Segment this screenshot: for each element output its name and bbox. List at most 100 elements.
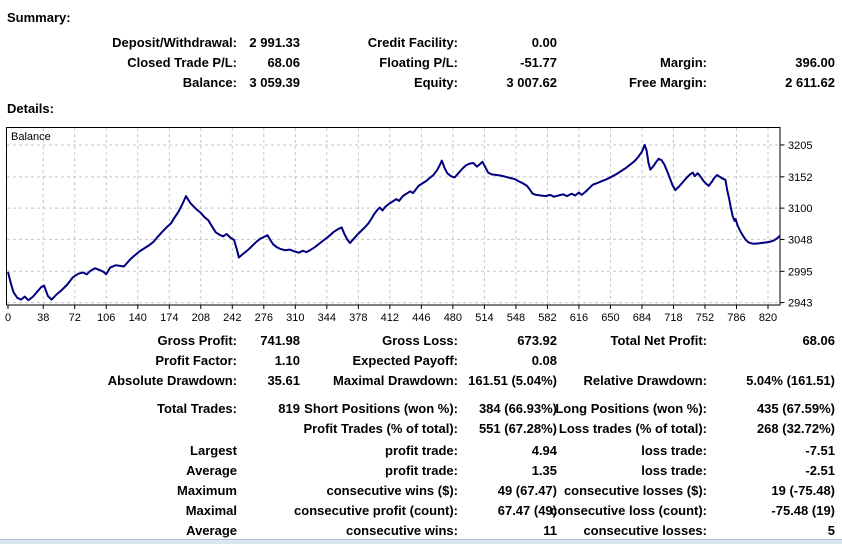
balance-chart: 3205 3152 3100 3048 2995 2943 0 38 72 106 140 174 20… — [0, 125, 842, 325]
summary-value: 0.00 — [531, 34, 557, 50]
summary-value: 396.00 — [795, 54, 835, 70]
stat-value — [707, 350, 835, 370]
stat-value: 49 (67.47) — [497, 482, 557, 498]
stat-label: consecutive wins ($): — [326, 482, 458, 498]
svg-text:446: 446 — [412, 312, 430, 324]
svg-text:412: 412 — [381, 312, 399, 324]
stat-label: consecutive loss (count): — [550, 502, 707, 518]
stat-label: loss trade: — [641, 442, 707, 458]
stat-value: 5 — [827, 522, 835, 538]
stat-value: 19 (-75.48) — [771, 482, 835, 498]
stat-value: 673.92 — [517, 332, 557, 348]
bottom-divider — [0, 539, 842, 544]
stat-label: profit trade: — [385, 462, 458, 478]
stat-row: Largest profit trade: 4.94 loss trade: -7.51 — [0, 440, 835, 460]
stat-row: Average profit trade: 1.35 loss trade: -2.51 — [0, 460, 835, 480]
summary-value: -51.77 — [520, 54, 557, 70]
svg-text:548: 548 — [507, 312, 525, 324]
summary-label: Floating P/L: — [379, 54, 458, 70]
stat-value: 68.06 — [802, 332, 835, 348]
stat-label — [0, 418, 237, 438]
svg-text:718: 718 — [664, 312, 682, 324]
stat-label: loss trade: — [641, 462, 707, 478]
svg-text:3048: 3048 — [788, 234, 812, 246]
summary-label: Equity: — [413, 74, 458, 90]
stat-value: 4.94 — [531, 442, 557, 458]
stat-label: consecutive wins: — [346, 522, 458, 538]
stat-value — [237, 418, 300, 438]
stat-value: 435 (67.59%) — [756, 400, 835, 416]
chart-axis-labels: 3205 3152 3100 3048 2995 2943 0 38 72 106 140 174 20… — [5, 140, 813, 324]
stat-value: 741.98 — [260, 332, 300, 348]
balance-chart-svg: 3205 3152 3100 3048 2995 2943 0 38 72 106 140 174 20… — [5, 127, 813, 324]
svg-text:582: 582 — [538, 312, 556, 324]
summary-label: Credit Facility: — [367, 34, 458, 50]
stat-value — [237, 440, 300, 460]
stat-value: 268 (32.72%) — [756, 420, 835, 436]
stat-value: -75.48 (19) — [771, 502, 835, 518]
svg-text:140: 140 — [129, 312, 147, 324]
summary-value: 3 059.39 — [249, 74, 300, 90]
stat-row: Average consecutive wins: 11 consecutive lo… — [0, 520, 835, 540]
summary-label: Margin: — [660, 54, 707, 70]
stat-label: consecutive losses ($): — [563, 482, 707, 498]
balance-series-label: Balance — [11, 131, 51, 143]
svg-text:786: 786 — [727, 312, 745, 324]
svg-text:616: 616 — [570, 312, 588, 324]
stat-label: Gross Loss: — [382, 332, 458, 348]
stat-value: -7.51 — [805, 442, 835, 458]
summary-value: 2 611.62 — [785, 74, 835, 90]
stat-label: Total Trades: — [157, 400, 237, 416]
stats-group-2: Total Trades: 819 Short Positions (won %):… — [0, 398, 835, 438]
svg-text:106: 106 — [97, 312, 115, 324]
stat-value — [237, 460, 300, 480]
stat-row: Maximal consecutive profit (count): 67.47 … — [0, 500, 835, 520]
stat-label: Largest — [190, 442, 237, 458]
stat-label: consecutive losses: — [583, 522, 707, 538]
stat-label: Average — [186, 462, 237, 478]
stat-label — [557, 350, 707, 370]
stat-value: 551 (67.28%) — [478, 420, 557, 436]
stat-label: Short Positions (won %): — [304, 400, 458, 416]
stat-value: 1.10 — [274, 352, 300, 368]
svg-text:242: 242 — [223, 312, 241, 324]
details-heading: Details: — [7, 101, 54, 116]
stat-row: Gross Profit: 741.98 Gross Loss: 673.92 Tota… — [0, 330, 835, 350]
summary-label — [557, 32, 707, 52]
summary-label: Balance: — [182, 74, 237, 90]
summary-row: Closed Trade P/L: 68.06 Floating P/L: -51.7… — [0, 52, 835, 72]
summary-value — [707, 32, 835, 52]
stat-value: 5.04% (161.51) — [746, 372, 835, 388]
summary-table: Deposit/Withdrawal: 2 991.33 Credit Facili… — [0, 32, 835, 92]
stat-label: profit trade: — [385, 442, 458, 458]
stat-value: -2.51 — [805, 462, 835, 478]
summary-label: Closed Trade P/L: — [127, 54, 237, 70]
svg-text:174: 174 — [160, 312, 178, 324]
svg-text:72: 72 — [69, 312, 81, 324]
svg-text:752: 752 — [696, 312, 714, 324]
summary-label: Free Margin: — [628, 74, 707, 90]
summary-label: Deposit/Withdrawal: — [112, 34, 237, 50]
stats-group-1: Gross Profit: 741.98 Gross Loss: 673.92 Tota… — [0, 330, 835, 390]
summary-value: 68.06 — [267, 54, 300, 70]
svg-text:820: 820 — [759, 312, 777, 324]
stat-label: Long Positions (won %): — [555, 400, 707, 416]
svg-text:514: 514 — [475, 312, 493, 324]
stat-value: 819 — [278, 400, 300, 416]
stat-label: Maximum — [177, 482, 237, 498]
stat-value — [237, 500, 300, 520]
stats-group-3: Largest profit trade: 4.94 loss trade: -7.51… — [0, 440, 835, 540]
summary-value: 3 007.62 — [506, 74, 557, 90]
stat-row: Maximum consecutive wins ($): 49 (67.47) co… — [0, 480, 835, 500]
stat-value: 161.51 (5.04%) — [468, 372, 557, 388]
stat-row: Absolute Drawdown: 35.61 Maximal Drawdown:… — [0, 370, 835, 390]
stat-label: Relative Drawdown: — [583, 372, 707, 388]
stat-label: Maximal Drawdown: — [333, 372, 458, 388]
svg-text:276: 276 — [255, 312, 273, 324]
stat-label: Maximal — [185, 502, 237, 518]
svg-text:38: 38 — [37, 312, 49, 324]
stat-label: Total Net Profit: — [610, 332, 707, 348]
summary-row: Balance: 3 059.39 Equity: 3 007.62 Free Marg… — [0, 72, 835, 92]
balance-line — [7, 143, 781, 302]
details-stats-table: Gross Profit: 741.98 Gross Loss: 673.92 Tota… — [0, 330, 835, 540]
